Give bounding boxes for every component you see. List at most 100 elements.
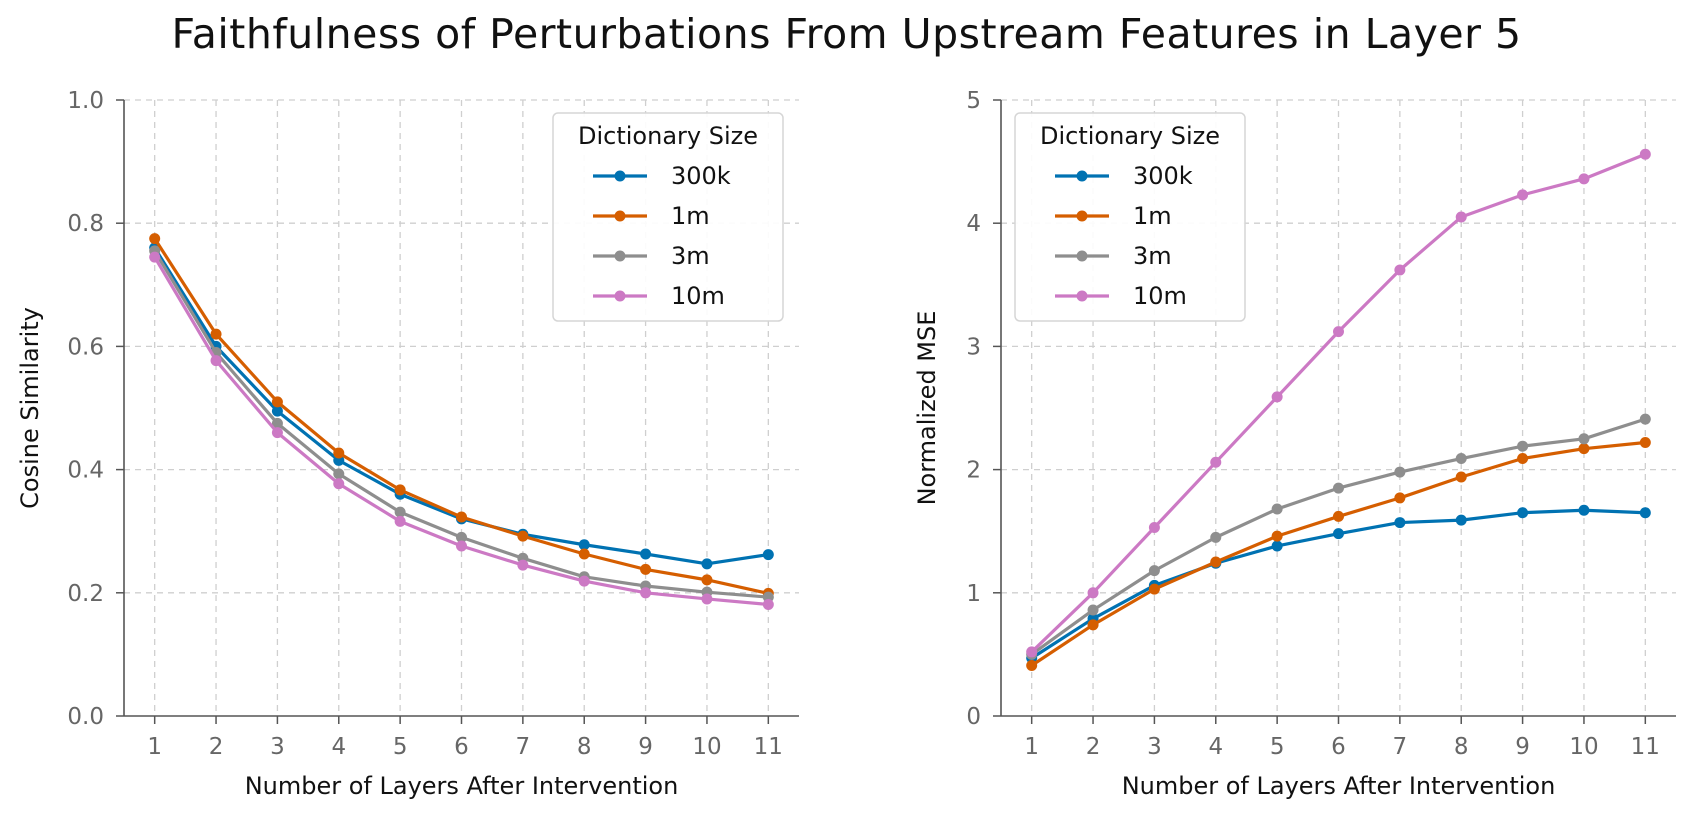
x-tick-label: 11 [754,734,783,760]
x-tick-label: 8 [1454,734,1469,760]
data-point-3m [271,417,283,429]
data-point-3m [333,468,345,480]
data-point-1m [517,530,529,542]
data-point-300k [1578,504,1590,516]
data-point-300k [1333,528,1344,540]
data-point-1m [456,511,467,523]
data-point-1m [1087,619,1099,631]
x-axis-label: Number of Layers After Intervention [1122,772,1556,800]
data-point-300k [271,405,283,417]
data-point-1m [1639,436,1651,448]
data-point-10m [1271,391,1283,403]
data-point-1m [394,484,406,496]
x-tick-label: 4 [331,734,346,760]
chart-panel-2: 0 1 2 3 4 5 1 2 3 4 5 6 7 8 9 10 11 Number of Layers Afte… [913,88,1676,800]
data-point-1m [1455,471,1467,483]
data-point-300k [701,558,713,570]
data-point-10m [456,540,467,552]
x-tick-label: 9 [1515,734,1530,760]
series-1m [149,233,774,599]
legend-label-1m: 1m [1133,202,1172,230]
x-tick-label: 10 [692,734,721,760]
chart-panel-1: 0.0 0.2 0.4 0.6 0.8 1.0 1 2 3 4 5 6 7 8 9 10 11 Number of… [16,88,799,800]
y-tick-label: 2 [966,458,981,484]
data-point-1m [1394,492,1406,504]
data-point-10m [517,559,529,571]
x-tick-label: 2 [209,734,224,760]
legend-label-3m: 3m [1133,242,1172,270]
data-point-3m [1517,440,1529,452]
legend-box [1014,112,1246,322]
x-tick-label: 6 [1331,734,1346,760]
x-tick-label: 2 [1086,734,1101,760]
data-point-3m [1087,604,1099,616]
data-point-1m [640,563,652,575]
data-point-300k [1394,517,1406,529]
data-point-300k [1271,540,1283,552]
data-point-1m [701,574,713,586]
x-tick-label: 4 [1208,734,1223,760]
data-point-3m [1639,413,1651,425]
legend: Dictionary Size 300k 1m 3m 10m [552,112,784,322]
data-point-1m [210,328,222,340]
y-tick-label: 0.8 [67,211,104,237]
legend-label-10m: 10m [1133,282,1187,310]
data-point-3m [1455,453,1467,465]
data-point-3m [1271,503,1283,515]
data-point-10m [1639,148,1651,160]
data-point-10m [1455,211,1467,223]
legend-label-3m: 3m [671,242,710,270]
data-point-10m [333,478,345,490]
x-tick-label: 10 [1569,734,1598,760]
y-tick-label: 0.2 [67,581,104,607]
data-point-3m [1394,466,1406,478]
data-point-3m [394,506,406,518]
data-point-300k [1455,514,1467,526]
legend-marker-3m [1076,250,1088,262]
data-point-10m [271,427,283,439]
x-tick-label: 6 [454,734,469,760]
data-point-1m [1210,556,1222,568]
x-tick-label: 5 [1270,734,1285,760]
x-tick-label: 8 [577,734,592,760]
data-point-10m [578,575,590,587]
data-point-1m [1148,583,1160,595]
data-point-10m [640,587,652,599]
x-tick-label: 1 [147,734,162,760]
figure-title: Faithfulness of Perturbations From Upstr… [171,10,1522,58]
y-tick-label: 5 [966,88,981,114]
data-point-1m [1026,659,1038,671]
legend-label-1m: 1m [671,202,710,230]
legend: Dictionary Size 300k 1m 3m 10m [1014,112,1246,322]
series-10m [149,251,774,611]
legend-marker-300k [1076,170,1088,182]
data-point-1m [271,396,283,408]
x-tick-label: 3 [270,734,285,760]
data-point-3m [456,531,467,543]
data-point-1m [149,233,161,245]
x-tick-label: 9 [638,734,653,760]
data-point-1m [1578,443,1590,455]
data-point-300k [762,549,774,561]
y-tick-label: 0.0 [67,704,104,730]
series-10m [1026,148,1651,658]
y-tick-label: 1.0 [67,88,104,114]
y-axis-label: Normalized MSE [913,311,941,506]
legend-label-300k: 300k [1133,162,1193,190]
legend-label-300k: 300k [671,162,731,190]
data-point-10m [394,515,406,527]
data-point-10m [1517,189,1529,201]
data-point-10m [1087,587,1099,599]
legend-marker-3m [614,250,626,262]
data-point-1m [1517,453,1529,465]
x-tick-label: 11 [1631,734,1660,760]
data-point-10m [1210,456,1222,468]
data-point-1m [578,548,590,560]
y-tick-label: 0.6 [67,334,104,360]
data-point-1m [1333,510,1344,522]
x-tick-label: 7 [516,734,531,760]
y-tick-label: 0 [966,704,981,730]
legend-marker-10m [1076,290,1088,302]
legend-title: Dictionary Size [1040,122,1220,150]
